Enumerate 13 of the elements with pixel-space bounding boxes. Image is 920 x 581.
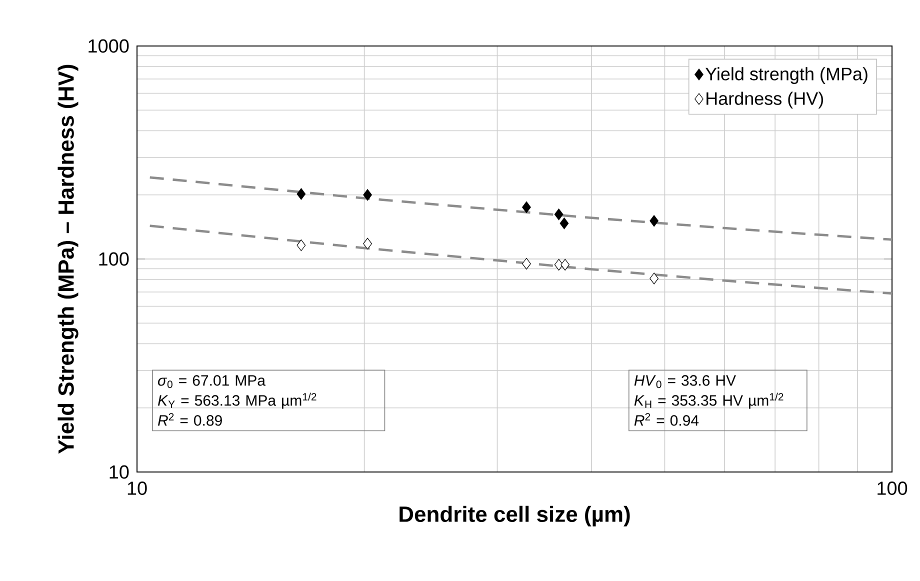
y-tick-label: 10: [110, 465, 129, 479]
y-tick-label: 1000: [88, 39, 129, 53]
y-tick-label: 100: [99, 252, 129, 266]
annotation: σ$_{0}$ = 67.01 MPa: [158, 375, 266, 388]
annotation: K$_{H}$ = 353.35 HV µm$^{1/2}$: [634, 392, 784, 409]
x-axis-title: Dendrite cell size (µm): [400, 506, 630, 526]
annotation: R$^{2}$ = 0.94: [634, 413, 699, 426]
annotation: HV$_{0}$ = 33.6 HV: [634, 375, 736, 388]
y-axis-title: Yield Strength (MPa) – Hardness (HV): [58, 64, 78, 454]
annotation: K$_{Y}$ = 563.13 MPa µm$^{1/2}$: [158, 392, 316, 409]
legend-label: Hardness (HV): [706, 92, 823, 108]
legend-label: Yield strength (MPa): [706, 67, 868, 84]
annotation: R$^{2}$ = 0.89: [158, 413, 222, 426]
